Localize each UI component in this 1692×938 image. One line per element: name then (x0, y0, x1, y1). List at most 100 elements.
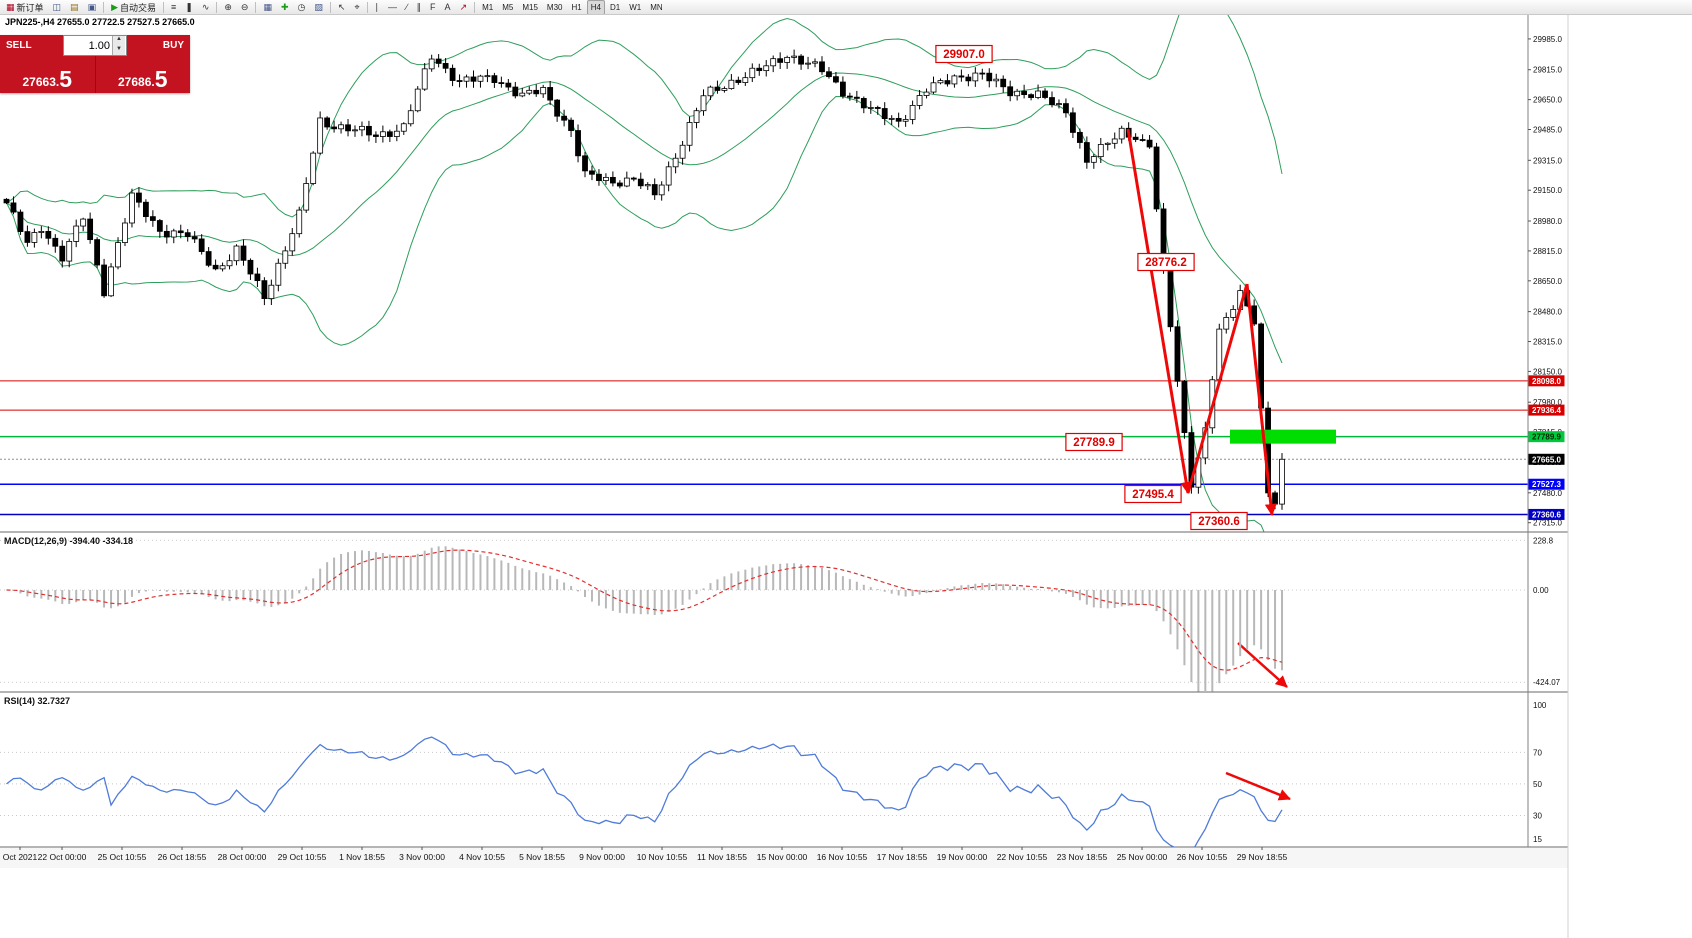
new-order-button[interactable]: ▦ 新订单 (2, 0, 48, 14)
time-axis-label: 15 Nov 00:00 (757, 852, 808, 862)
zoom-in-button[interactable]: ⊕ (220, 0, 236, 14)
text-button[interactable]: A (441, 0, 455, 14)
toolbar-separator (366, 1, 368, 13)
sell-price[interactable]: 27663. 5 (0, 56, 95, 93)
timeframe-m5-button[interactable]: M5 (502, 2, 514, 12)
data-window-button[interactable]: ▣ (84, 0, 101, 14)
crosshair-button[interactable]: ⌖ (350, 0, 363, 14)
price-callout-box[interactable] (1190, 511, 1248, 531)
auto-trading-button[interactable]: ▶ 自动交易 (107, 0, 160, 14)
zoom-in-icon: ⊕ (224, 2, 232, 12)
trend-arrow[interactable] (1186, 283, 1249, 494)
timeframe-m1-button[interactable]: M1 (482, 2, 494, 12)
profiles-button[interactable]: ▤ (66, 0, 83, 14)
volume-down-button[interactable]: ▼ (113, 45, 125, 55)
price-callouts[interactable]: 29907.0 28776.2 27789.9 27495.4 27360.6 (935, 44, 1248, 531)
fibonacci-icon: F (430, 2, 436, 12)
rsi-arrow[interactable] (1225, 771, 1291, 801)
time-axis-label: Oct 2021 (3, 852, 38, 862)
svg-text:28098.0: 28098.0 (1532, 377, 1561, 386)
time-axis-label: 4 Nov 10:55 (459, 852, 505, 862)
buy-price-main: 27686. (118, 75, 155, 89)
tile-windows-button[interactable]: ▦ (259, 0, 276, 14)
equidistant-channel-button[interactable]: ∥ (413, 0, 426, 14)
time-axis-label: 26 Nov 10:55 (1177, 852, 1228, 862)
bollinger-bands (6, 15, 1283, 532)
sell-button[interactable]: SELL (0, 35, 63, 56)
volume-input[interactable] (64, 36, 112, 55)
bar-chart-icon: ≡ (171, 2, 177, 12)
cursor-button[interactable]: ↖ (334, 0, 350, 14)
time-axis-label: 22 Oct 00:00 (38, 852, 87, 862)
price-axis-label: 28150.0 (1533, 367, 1562, 376)
rsi-axis-label: 30 (1533, 811, 1542, 820)
arrows-tool-button[interactable]: ↗ (456, 0, 472, 14)
time-axis-label: 25 Nov 00:00 (1117, 852, 1168, 862)
timeframe-h1-button[interactable]: H1 (571, 2, 582, 12)
buy-button[interactable]: BUY (127, 35, 190, 56)
zoom-out-button[interactable]: ⊖ (237, 0, 253, 14)
candles (3, 49, 1285, 510)
toolbar: ▦ 新订单 ◫ ▤ ▣ ▶ 自动交易 ≡ ❚ ∿ ⊕ ⊖ ▦ ✚ ◷ ▨ ↖ ⌖ ∣ ― ∕ ∥ F A ↗ M1 M5 M15 M30… (0, 0, 1692, 15)
volume-input-wrap: ▲ ▼ (63, 35, 127, 56)
price-axis-label: 28815.0 (1533, 247, 1562, 256)
time-axis-label: 1 Nov 18:55 (339, 852, 385, 862)
timeframe-d1-button[interactable]: D1 (609, 2, 621, 12)
time-axis-label: 29 Nov 18:55 (1237, 852, 1288, 862)
right-empty-panel (1569, 15, 1692, 938)
toolbar-separator (216, 1, 218, 13)
timeframe-w1-button[interactable]: W1 (629, 2, 642, 12)
time-axis[interactable]: Oct 2021 22 Oct 00:00 25 Oct 10:55 26 Oct 1… (0, 847, 1568, 868)
trendline-button[interactable]: ∕ (402, 0, 412, 14)
rsi-panel: 100 70 50 30 15 RSI(14) 32.7327 (0, 696, 1547, 844)
auto-trading-icon: ▶ (111, 2, 118, 12)
price-callout-box[interactable] (1124, 484, 1182, 504)
time-axis-label: 3 Nov 00:00 (399, 852, 445, 862)
line-chart-button[interactable]: ∿ (198, 0, 214, 14)
bar-chart-button[interactable]: ≡ (167, 0, 180, 14)
templates-button[interactable]: ▨ (310, 0, 327, 14)
macd-signal-line (6, 549, 1283, 671)
timeframe-mn-button[interactable]: MN (650, 2, 663, 12)
candlestick-chart-button[interactable]: ❚ (181, 0, 197, 14)
price-axis-label: 29650.0 (1533, 96, 1562, 105)
trend-arrow[interactable] (1126, 128, 1193, 494)
price-callout-box[interactable] (1065, 432, 1123, 452)
charts-window-button[interactable]: ◫ (49, 0, 66, 14)
tile-windows-icon: ▦ (263, 2, 272, 12)
price-axis[interactable]: 29985.0 29815.0 29650.0 29485.0 29315.0 29150… (1527, 15, 1565, 847)
buy-price[interactable]: 27686. 5 (95, 56, 190, 93)
macd-arrow[interactable] (1237, 642, 1288, 688)
timeframe-m30-button[interactable]: M30 (546, 2, 563, 12)
trend-arrows[interactable] (1126, 128, 1277, 516)
trend-arrow[interactable] (1245, 283, 1277, 516)
green-highlight-zone[interactable] (1230, 429, 1336, 444)
arrows-tool-icon: ↗ (459, 2, 468, 12)
rsi-axis-label: 15 (1533, 835, 1542, 844)
macd-axis-label: -424.07 (1533, 678, 1561, 687)
timeframe-m15-button[interactable]: M15 (522, 2, 538, 12)
indicators-button[interactable]: ✚ (277, 0, 293, 14)
horizontal-lines[interactable] (0, 380, 1528, 516)
time-axis-label: 19 Nov 00:00 (937, 852, 988, 862)
time-axis-label: 23 Nov 18:55 (1057, 852, 1108, 862)
buy-price-pip: 5 (154, 66, 168, 92)
periods-icon: ◷ (297, 2, 306, 12)
timeframe-h4-button[interactable]: H4 (586, 0, 605, 14)
cursor-icon: ↖ (337, 2, 346, 12)
toolbar-separator (329, 1, 331, 13)
volume-up-button[interactable]: ▲ (113, 36, 125, 46)
rsi-label: RSI(14) 32.7327 (4, 696, 70, 706)
new-order-icon: ▦ (6, 2, 15, 12)
price-callout-box[interactable] (1137, 252, 1195, 272)
vertical-line-button[interactable]: ∣ (371, 0, 384, 14)
svg-text:27527.3: 27527.3 (1532, 480, 1561, 489)
fibonacci-button[interactable]: F (426, 0, 440, 14)
periods-button[interactable]: ◷ (294, 0, 310, 14)
horizontal-line-button[interactable]: ― (384, 0, 401, 14)
macd-label: MACD(12,26,9) -394.40 -334.18 (4, 536, 133, 546)
price-axis-label: 28980.0 (1533, 217, 1562, 226)
auto-trading-button-label: 自动交易 (120, 2, 157, 13)
price-callout-box[interactable] (935, 44, 993, 64)
